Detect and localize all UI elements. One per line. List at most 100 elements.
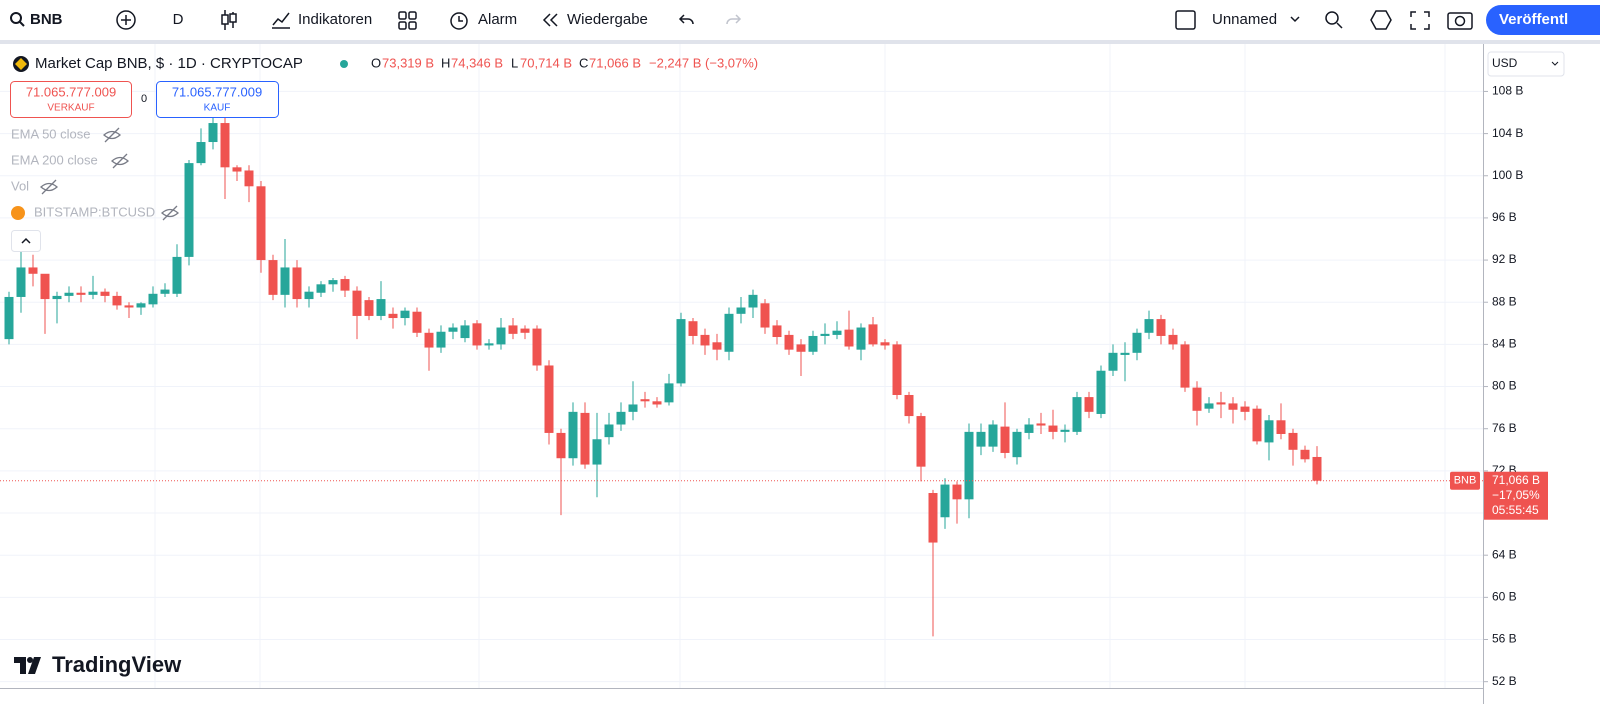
eye-off-icon[interactable] [161,205,179,221]
alarm-label: Alarm [478,11,517,28]
candle-body [592,439,602,465]
candle-body [760,303,770,328]
eye-off-icon[interactable] [111,153,129,169]
brand-logo [27,657,33,663]
candle-body [1144,319,1154,333]
buy-box [156,81,279,118]
indicator-name[interactable]: Vol [11,178,29,193]
y-tick-label: 56 B [1492,632,1517,646]
ohlc-value: 74,346 B [451,55,503,70]
grid-icon [398,11,407,20]
search-icon [10,12,22,24]
symbol-search[interactable]: BNB [10,11,63,28]
y-tick-label: 108 B [1492,84,1523,98]
buy-button[interactable]: 71.065.777.009 KAUF [156,81,279,118]
candle-body [1132,332,1142,353]
chart-type-button[interactable] [221,10,237,30]
ohlc-value: 71,066 B [589,55,641,70]
candle-body [328,280,338,285]
collapse-legend[interactable] [11,230,41,252]
redo-button[interactable] [726,14,742,25]
y-tick-label: 80 B [1492,379,1517,393]
candle-body [520,328,530,333]
alarm-button[interactable]: Alarm [450,11,517,30]
candle-body [796,344,806,352]
candle-body [988,424,998,447]
candle-body [580,412,590,465]
plus-icon [121,15,131,25]
ohlc-value: 73,319 B [382,55,434,70]
replay-button[interactable]: Wiedergabe [542,11,648,28]
indicator-name[interactable]: BITSTAMP:BTCUSD [34,204,155,219]
candle-body [736,307,746,314]
quick-search-button[interactable] [1325,11,1343,29]
ohlc: O 73,319 B H 74,346 B L 70,714 B C 71,06… [371,55,758,70]
fullscreen-button[interactable] [1410,11,1430,30]
brand: TradingView [14,652,182,677]
layout-button[interactable]: Unnamed [1175,10,1300,30]
y-tick-label: 60 B [1492,590,1517,604]
undo-button[interactable] [678,14,694,25]
search-icon [19,21,25,27]
candle-body [1168,334,1178,345]
candle-body [4,296,14,340]
snapshot-button[interactable] [1447,12,1473,30]
candle-body [316,284,326,293]
settings-button[interactable] [1370,10,1392,30]
candle-body [1240,406,1250,412]
candle-body [700,334,710,346]
y-tick-label: 76 B [1492,421,1517,435]
candle-body [820,333,830,336]
publish-bg [1486,5,1600,35]
candle-body [256,186,266,261]
brand-name: TradingView [52,652,182,677]
grid-icon [408,21,417,30]
brand-logo [14,657,41,674]
candle-body [232,167,242,172]
candle-body [1156,319,1166,336]
candle-body [1108,352,1118,371]
indicators-button[interactable]: Indikatoren [272,11,372,29]
replay-label: Wiedergabe [567,11,648,28]
candle-body [184,163,194,257]
alarm-icon [450,12,468,30]
y-tick-label: 96 B [1492,210,1517,224]
indicator-name[interactable]: EMA 50 close [11,126,91,141]
y-tick-label: 104 B [1492,126,1523,140]
currency: USD [1492,56,1518,70]
candle-body [88,291,98,295]
eye-off-icon[interactable] [40,179,58,195]
candle-body [1120,352,1130,355]
eye-off-icon[interactable] [103,127,121,143]
candle-body [40,273,50,300]
publish-button[interactable]: Veröffentl [1486,5,1600,35]
candle-body [400,310,410,319]
candle-body [388,313,398,319]
candle-body [1060,429,1070,432]
symbol: BNB [30,11,63,28]
interval-button[interactable]: D [173,11,184,28]
indicator-name[interactable]: EMA 200 close [11,152,98,167]
candle-body [1072,397,1082,432]
templates-button[interactable] [398,11,417,30]
currency-select[interactable]: USD [1487,51,1565,77]
publish-label: Veröffentl [1499,11,1568,28]
layout-icon [1175,10,1196,30]
layout-name: Unnamed [1212,11,1277,28]
compare-button[interactable] [116,10,136,30]
candle-body [892,344,902,395]
sell-button[interactable]: 71.065.777.009 VERKAUF [10,81,132,118]
camera-icon [1454,15,1466,27]
ohlc-key: C [579,55,588,70]
candle-body [748,294,758,308]
candle-body [1300,449,1310,460]
candle-body [1216,402,1226,405]
chevron [1551,61,1559,66]
candle-body [1096,370,1106,414]
y-tick-label: 100 B [1492,168,1523,182]
price-tag-countdown: 05:55:45 [1492,503,1539,517]
candle-body [148,293,158,305]
candle-body [304,291,314,300]
